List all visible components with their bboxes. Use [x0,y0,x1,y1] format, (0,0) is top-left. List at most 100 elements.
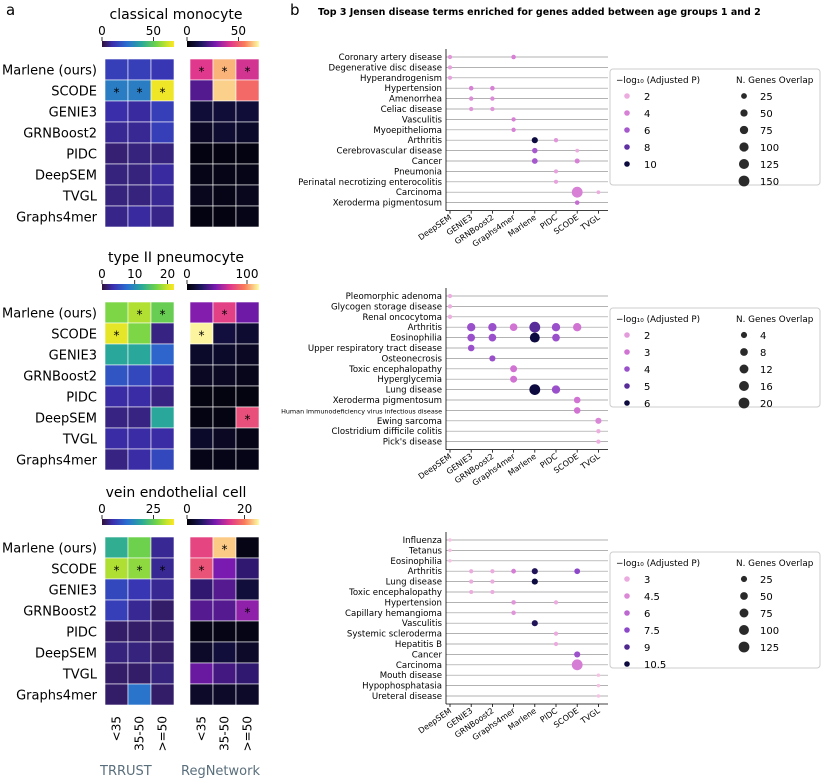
dotplot-row-label: Lung disease [386,578,442,588]
heatmap-row-label: PIDC [66,391,97,406]
heatmap-cell [127,184,152,207]
colorbar-tick-label: 25 [146,502,161,516]
legend-size-title: N. Genes Overlap [736,315,814,325]
heatmap-cell [235,343,260,366]
dot [467,323,476,332]
legend-size-label: 125 [760,643,779,654]
significance-star: * [137,564,143,578]
dot [573,323,582,332]
dotplot-row-label: Upper respiratory tract disease [308,344,442,354]
dot [511,568,516,574]
heatmap-cell [235,683,260,706]
dot [448,559,452,563]
colorbar-regnetwork [187,284,259,290]
legend-sig-swatch [624,576,630,582]
dot [468,85,474,91]
dot [467,333,476,342]
legend-size-label: 75 [760,609,773,620]
heatmap-cell [150,448,175,471]
significance-star: * [114,86,120,100]
heatmap-cell [150,385,175,408]
heatmap-row-label: TVGL [62,668,98,683]
heatmap-cell [189,536,214,559]
legend-size-label: 16 [760,382,773,393]
legend-size-swatch [738,397,750,409]
legend-size-label: 50 [760,592,773,603]
heatmap-cell [150,364,175,387]
dot [469,589,474,595]
legend-size-swatch [740,575,748,583]
legend-sig-title: −log₁₀ (Adjusted P) [616,315,700,325]
dotplot-row-label: Arthritis [408,136,443,146]
dot [490,589,495,595]
dotplot-row-label: Tetanus [408,546,443,556]
dotplot-row-label: Hyperandrogenism [360,74,442,84]
heatmap-cell [235,163,260,186]
heatmap-cell [212,100,237,123]
heatmap-row-label: TVGL [62,190,98,205]
dotplot-row-label: Lung disease [386,386,442,396]
dot [490,85,495,91]
legend-sig-title: −log₁₀ (Adjusted P) [616,76,700,86]
colorbar-tick-label: 50 [231,24,246,38]
heatmap-cell [150,536,175,559]
dot [488,333,497,342]
significance-star: * [160,86,166,100]
dotplot-row-label: Vasculitis [402,115,443,125]
colorbar-trrust [102,519,174,525]
dot [488,323,497,332]
heatmap-row-label: Marlene (ours) [2,307,97,322]
dot [447,54,453,60]
heatmap-cell [212,641,237,664]
legend-size-swatch [739,125,749,135]
legend-box [609,551,821,669]
significance-star: * [160,308,166,322]
heatmap-cell [127,427,152,450]
legend-size-label: 75 [760,126,773,137]
significance-star: * [199,65,205,79]
dot [596,694,601,698]
legend-sig-swatch [624,144,630,150]
dotplot-row-label: Perinatal necrotizing enterocolitis [298,178,442,188]
heatmap-row-label: GRNBoost2 [23,127,97,142]
heatmap-title: type II pneumocyte [108,250,244,266]
dot [531,137,538,144]
dot [467,344,475,352]
heatmap-cell [212,184,237,207]
dot [447,314,453,319]
heatmap-cell [127,322,152,345]
heatmap-cell [127,142,152,165]
dot [448,548,452,553]
dot [575,148,580,153]
legend-sig-title: −log₁₀ (Adjusted P) [616,559,700,569]
colorbar-tick-label: 10 [127,267,142,281]
dotplot-row-label: Carcinoma [396,188,442,198]
significance-star: * [222,308,228,322]
heatmap-cell [212,79,237,102]
dotplot-row-label: Clostridium difficile colitis [332,427,443,437]
dotplot-row-label: Cerebrovascular disease [336,147,442,157]
heatmap-cell [212,385,237,408]
legend-sig-label: 4 [644,365,650,376]
heatmap-cell [212,322,237,345]
heatmap-column-label: 35-50 [218,716,232,751]
dot [448,538,452,542]
legend-size-title: N. Genes Overlap [736,76,814,86]
heatmap-cell [104,385,129,408]
heatmap-row-label: Marlene (ours) [2,542,97,557]
heatmap-cell [189,683,214,706]
heatmap-cell [104,121,129,144]
heatmap-cell [150,599,175,622]
legend-box [609,68,821,186]
heatmap-cell [235,142,260,165]
heatmap-cell [189,184,214,207]
heatmap-cell [235,536,260,559]
heatmap-row-label: Graphs4mer [16,689,98,704]
dotplot-row-label: Toxic encephalopathy [348,365,442,375]
dot [596,429,601,434]
dot [571,659,583,671]
legend-sig-label: 10.5 [644,660,666,671]
legend-size-label: 12 [760,365,773,376]
